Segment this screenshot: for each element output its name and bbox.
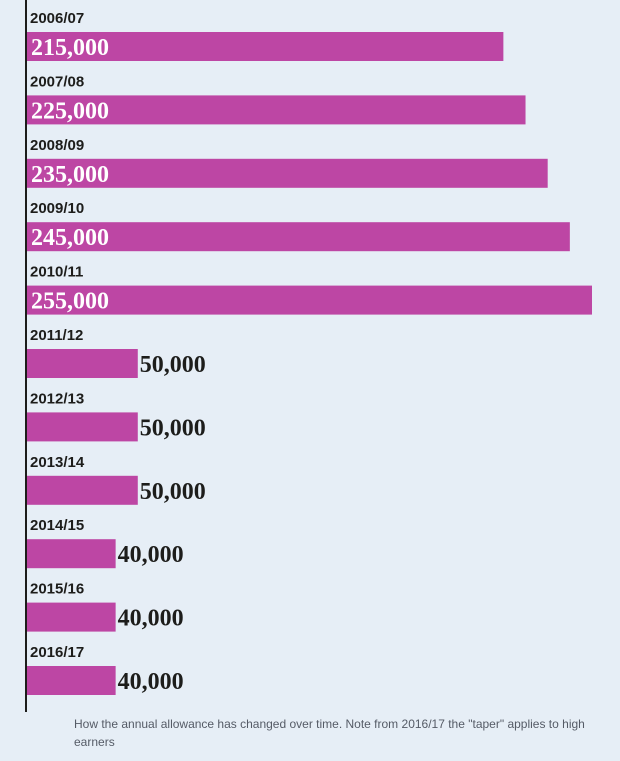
value-label: 215,000 <box>31 35 109 61</box>
value-label: 225,000 <box>31 98 109 124</box>
category-label: 2013/14 <box>30 454 85 471</box>
chart-caption: How the annual allowance has changed ove… <box>74 717 585 749</box>
value-label: 50,000 <box>140 415 206 441</box>
bar <box>27 602 116 632</box>
bar-chart: 2006/07 215,000 2007/08 225,000 2008/09 235,0… <box>25 0 592 712</box>
bars-group: 2006/07 215,000 2007/08 225,000 2008/09 235,0… <box>27 10 592 695</box>
category-label: 2016/17 <box>30 644 84 661</box>
value-label: 50,000 <box>140 352 206 378</box>
bar <box>27 285 592 315</box>
value-label: 40,000 <box>118 542 184 568</box>
bar <box>27 158 548 188</box>
bar <box>27 666 116 695</box>
value-label: 40,000 <box>118 669 184 695</box>
bar <box>27 95 526 125</box>
bar <box>27 222 570 252</box>
category-label: 2014/15 <box>30 517 84 534</box>
category-label: 2006/07 <box>30 10 84 27</box>
bar <box>27 539 116 569</box>
category-label: 2007/08 <box>30 73 84 90</box>
category-label: 2012/13 <box>30 390 84 407</box>
category-label: 2015/16 <box>30 581 84 598</box>
value-label: 40,000 <box>118 606 184 632</box>
category-label: 2010/11 <box>30 264 83 281</box>
category-label: 2011/12 <box>30 327 83 344</box>
bar <box>27 412 138 442</box>
value-label: 255,000 <box>31 289 109 315</box>
value-label: 50,000 <box>140 479 206 505</box>
category-label: 2009/10 <box>30 200 84 217</box>
bar <box>27 475 138 505</box>
value-label: 235,000 <box>31 162 109 188</box>
value-label: 245,000 <box>31 225 109 251</box>
bar <box>27 32 504 61</box>
category-label: 2008/09 <box>30 137 84 154</box>
bar <box>27 349 138 378</box>
